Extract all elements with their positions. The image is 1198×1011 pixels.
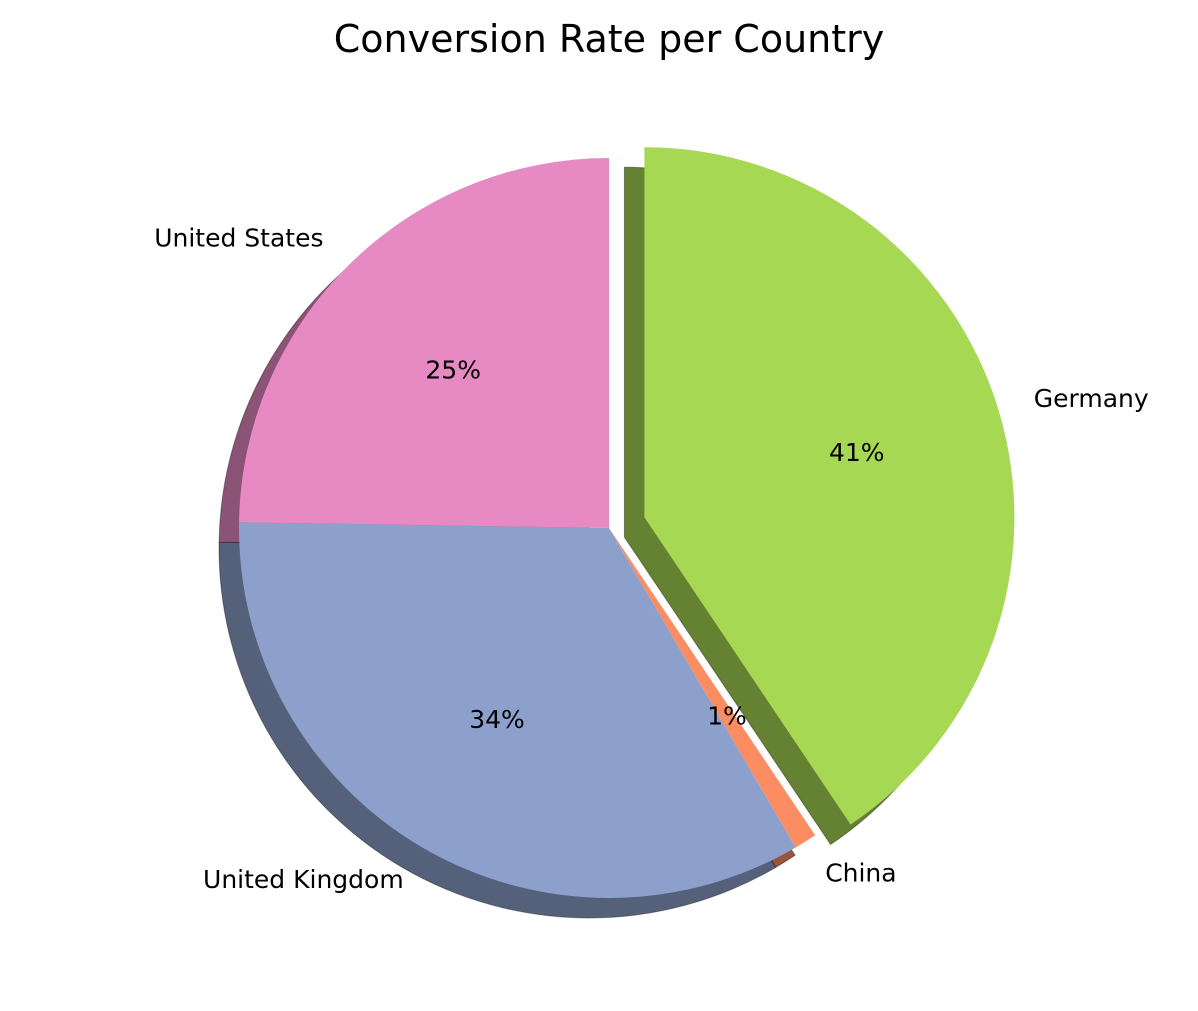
chart-title: Conversion Rate per Country <box>334 17 885 61</box>
value-label-germany: 41% <box>829 438 885 467</box>
slice-label-germany: Germany <box>1034 384 1149 413</box>
value-label-china: 1% <box>707 702 747 731</box>
value-label-united-states: 25% <box>425 355 481 384</box>
slice-label-china: China <box>825 858 896 887</box>
slice-label-united-kingdom: United Kingdom <box>203 865 404 894</box>
slice-united-states <box>239 158 610 528</box>
slice-label-united-states: United States <box>154 224 323 253</box>
value-label-united-kingdom: 34% <box>469 705 525 734</box>
slice-germany <box>644 147 1015 825</box>
slice-layer <box>238 147 1015 899</box>
label-layer: Germany 41% China 1% United Kingdom 34% United… <box>154 224 1149 894</box>
slice-united-kingdom <box>238 522 796 899</box>
slice-china <box>609 528 816 848</box>
